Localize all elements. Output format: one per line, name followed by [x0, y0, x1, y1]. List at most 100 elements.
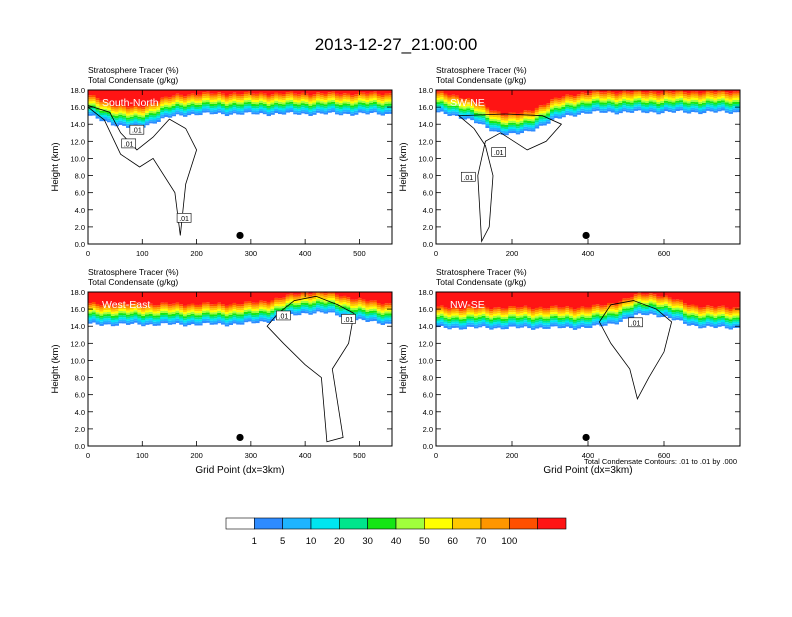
- tracer-cell: [690, 314, 695, 317]
- tracer-cell: [527, 309, 532, 312]
- tracer-cell: [550, 117, 555, 120]
- tracer-cell: [179, 111, 184, 114]
- tracer-cell: [236, 90, 241, 94]
- tracer-cell: [724, 320, 730, 323]
- tracer-cell: [148, 113, 154, 116]
- tracer-cell: [304, 112, 309, 115]
- tracer-cell: [133, 310, 138, 313]
- tracer-cell: [610, 319, 616, 322]
- tracer-cell: [618, 111, 623, 114]
- tracer-cell: [194, 317, 199, 320]
- tracer-cell: [443, 107, 448, 110]
- tracer-cell: [141, 307, 146, 310]
- tracer-cell: [255, 95, 260, 98]
- tracer-cell: [126, 109, 131, 112]
- tracer-cell: [690, 306, 695, 309]
- tracer-cell: [618, 90, 623, 93]
- tracer-cell: [88, 99, 93, 102]
- tracer-cell: [610, 100, 616, 103]
- tracer-cell: [660, 96, 665, 99]
- tracer-cell: [550, 292, 555, 306]
- tracer-cell: [319, 302, 325, 305]
- tracer-cell: [376, 309, 382, 312]
- tracer-cell: [129, 307, 135, 310]
- tracer-cell: [190, 109, 195, 112]
- tracer-cell: [519, 309, 524, 312]
- tracer-cell: [614, 308, 619, 311]
- tracer-cell: [698, 101, 703, 104]
- tracer-cell: [656, 313, 661, 316]
- tracer-cell: [436, 322, 441, 326]
- tracer-cell: [384, 321, 389, 324]
- tracer-cell: [209, 108, 214, 111]
- tracer-cell: [183, 320, 188, 323]
- tracer-cell: [228, 102, 233, 105]
- tracer-cell: [466, 316, 471, 319]
- tracer-cell: [388, 303, 392, 306]
- tracer-cell: [251, 292, 256, 303]
- tracer-cell: [194, 304, 199, 307]
- tracer-cell: [365, 313, 370, 316]
- tracer-cell: [645, 298, 650, 301]
- tracer-cell: [194, 100, 199, 103]
- tracer-cell: [698, 316, 703, 319]
- tracer-cell: [664, 96, 669, 99]
- tracer-cell: [603, 315, 608, 318]
- tracer-cell: [721, 307, 726, 310]
- tracer-cell: [576, 112, 581, 115]
- tracer-cell: [262, 317, 268, 320]
- tracer-cell: [376, 98, 382, 101]
- tracer-cell: [614, 314, 619, 317]
- tracer-cell: [702, 313, 707, 316]
- tracer-cell: [443, 109, 448, 112]
- tracer-cell: [610, 102, 616, 105]
- tracer-cell: [610, 110, 616, 113]
- tracer-cell: [550, 320, 555, 323]
- tracer-cell: [713, 321, 718, 324]
- tracer-cell: [652, 106, 657, 109]
- tracer-cell: [462, 322, 467, 326]
- tracer-cell: [380, 95, 385, 98]
- tracer-cell: [595, 92, 600, 95]
- tracer-cell: [508, 114, 513, 117]
- tracer-cell: [243, 90, 249, 92]
- tracer-cell: [247, 317, 252, 320]
- tracer-cell: [278, 302, 283, 305]
- tracer-cell: [373, 91, 378, 94]
- tracer-cell: [205, 110, 211, 113]
- tracer-cell: [489, 325, 494, 328]
- tracer-cell: [694, 317, 699, 320]
- tracer-cell: [186, 111, 192, 114]
- tracer-cell: [270, 316, 275, 319]
- tracer-cell: [675, 104, 680, 107]
- tracer-cell: [626, 292, 631, 299]
- tracer-cell: [331, 91, 336, 94]
- tracer-cell: [126, 111, 131, 114]
- tracer-cell: [262, 307, 268, 310]
- tracer-cell: [95, 306, 100, 309]
- tracer-cell: [148, 307, 154, 310]
- tracer-cell: [686, 107, 692, 110]
- panel-3: Stratosphere Tracer (%)Total Condensate …: [398, 267, 741, 476]
- tracer-cell: [289, 107, 294, 111]
- tracer-cell: [240, 96, 245, 99]
- tracer-cell: [736, 90, 740, 92]
- tracer-cell: [338, 292, 344, 297]
- tracer-cell: [342, 298, 347, 301]
- tracer-cell: [316, 106, 321, 109]
- tracer-cell: [599, 309, 604, 312]
- tracer-cell: [705, 98, 711, 101]
- tracer-cell: [103, 310, 108, 313]
- tracer-cell: [129, 319, 135, 322]
- tracer-cell: [312, 108, 317, 111]
- tracer-cell: [458, 309, 464, 312]
- tracer-cell: [304, 298, 309, 301]
- tracer-cell: [504, 320, 509, 323]
- tracer-cell: [455, 103, 460, 106]
- tracer-cell: [262, 309, 268, 312]
- tracer-cell: [523, 128, 528, 131]
- tracer-cell: [527, 116, 532, 119]
- tracer-cell: [557, 322, 562, 325]
- tracer-cell: [175, 108, 180, 111]
- tracer-cell: [122, 304, 127, 308]
